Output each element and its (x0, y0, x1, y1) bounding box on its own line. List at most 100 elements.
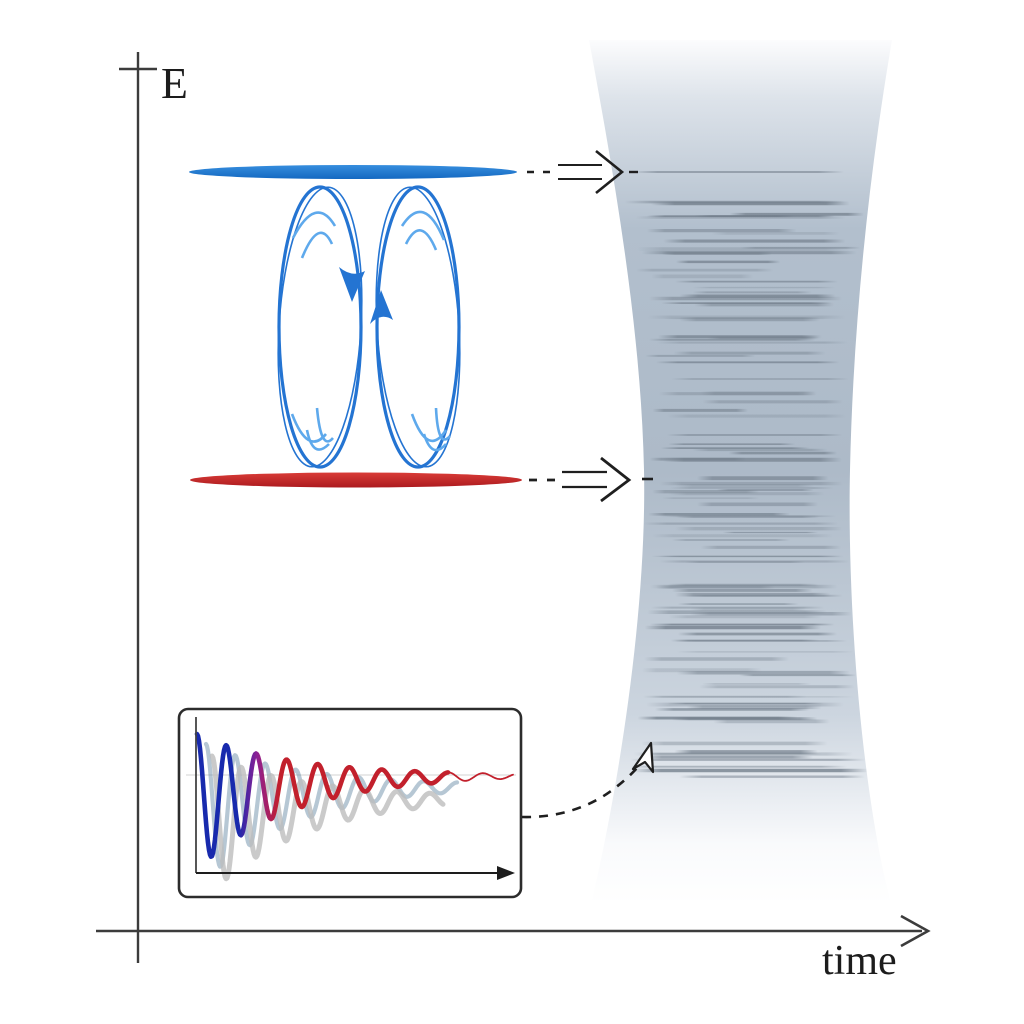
band-stripe (651, 555, 841, 557)
band-stripe (641, 741, 828, 746)
rabi-loops (277, 185, 461, 469)
band-stripe (716, 489, 814, 491)
band-stripe (662, 497, 760, 499)
band-stripe (679, 294, 836, 298)
band-stripe (677, 632, 837, 636)
pulse-train-band (589, 40, 892, 900)
band-stripe (630, 765, 848, 768)
band-stripe (713, 719, 830, 724)
band-stripe (677, 603, 799, 605)
band-stripe (666, 414, 847, 418)
inset-curves (194, 731, 514, 882)
band-stripe (675, 260, 781, 264)
band-stripe (637, 716, 798, 720)
band-stripe (696, 476, 829, 481)
wave-shadow-steel (203, 741, 460, 869)
band-stripe (624, 200, 845, 204)
damped-oscillation-tail (442, 771, 514, 782)
band-stripe (689, 612, 852, 616)
band-stripe (674, 527, 843, 531)
band-stripe (697, 502, 819, 507)
left-loop-accent-top (291, 211, 337, 259)
band-stripe (642, 668, 762, 673)
band-stripe (675, 280, 838, 283)
left-rabi-loop (277, 185, 365, 469)
band-stripe (685, 561, 805, 563)
band-stripe (700, 545, 842, 549)
loop-arrow-up-icon (370, 290, 393, 324)
dashed-connector-arrow (521, 741, 655, 819)
band-stripe (729, 212, 864, 216)
band-stripe (667, 434, 842, 436)
band-stripe (630, 758, 866, 761)
band-stripe (635, 216, 847, 219)
inset-axis-arrowhead-icon (497, 866, 515, 880)
band-stripe (699, 685, 855, 689)
band-stripe (702, 400, 843, 404)
right-rabi-loop (370, 185, 461, 469)
band-stripe (673, 351, 826, 355)
band-stripe (655, 361, 840, 364)
band-stripe (671, 539, 791, 541)
band-stripe (649, 584, 838, 589)
band-stripe (711, 232, 840, 235)
band-stripe (679, 775, 865, 778)
band-stripe (661, 251, 773, 255)
band-stripe (663, 239, 846, 243)
upper-arrow-shaft (558, 164, 602, 180)
band-stripe (651, 696, 854, 698)
band-stripe (650, 606, 825, 609)
band-stripe (647, 315, 846, 319)
band-stripe (686, 705, 822, 710)
band-stripe (675, 640, 848, 642)
band-stripe (660, 447, 810, 449)
band-stripe (643, 522, 839, 525)
band-stripe (674, 750, 818, 754)
band-stripe (676, 651, 854, 653)
band-stripe (644, 657, 789, 661)
band-stripe (676, 515, 820, 518)
lower-arrow-shaft (562, 470, 607, 489)
time-axis-label: time (822, 938, 897, 984)
band-stripe (692, 448, 828, 452)
band-stripe (675, 592, 831, 597)
band-stripe (644, 625, 822, 630)
band-stripe (700, 391, 817, 396)
band-stripe (668, 615, 823, 619)
band-stripe (667, 492, 825, 496)
band-stripe (722, 531, 818, 534)
band-stripes (624, 200, 870, 778)
lower-arrow-head-icon (600, 456, 632, 503)
left-loop-accent-bottom (290, 407, 334, 451)
inset-frame (177, 707, 523, 899)
band-stripe (671, 589, 813, 592)
right-loop-accent-bottom (410, 407, 451, 452)
band-stripe (648, 513, 791, 516)
band-stripe (656, 341, 848, 344)
band-stripe (740, 246, 861, 249)
band-first-pulse-line (632, 171, 844, 173)
band-stripe (668, 443, 796, 445)
upper-arrow-head-icon (595, 149, 625, 195)
band-stripe (632, 768, 870, 773)
loop-arrow-down-icon (339, 267, 365, 302)
connector-arrowhead-icon (631, 741, 655, 774)
damped-oscillation-curve (194, 731, 451, 859)
band-stripe (658, 335, 822, 339)
transition-arrow-upper (527, 149, 625, 195)
energy-axis-label: E (161, 59, 188, 108)
band-stripe (649, 623, 835, 626)
band-stripe (671, 378, 849, 380)
band-stripe (669, 487, 834, 489)
band-stripe (641, 755, 813, 759)
band-stripe (651, 274, 754, 279)
band-stripe (638, 753, 822, 755)
band-stripe (692, 291, 812, 294)
band-body (589, 40, 892, 900)
band-stripe (739, 674, 857, 677)
band-stripe (692, 286, 836, 289)
main-axes (96, 52, 931, 963)
time-axis-arrowhead-icon (900, 914, 931, 948)
transition-arrow-lower (529, 456, 632, 503)
